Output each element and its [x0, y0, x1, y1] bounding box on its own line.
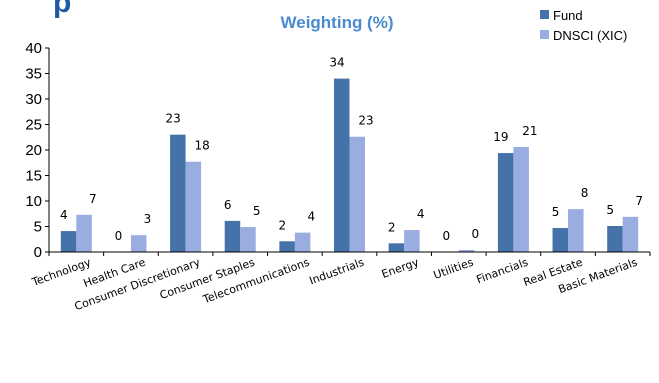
legend: Fund DNSCI (XIC) [540, 8, 627, 43]
data-label: 34 [329, 56, 344, 70]
bar-fund [279, 241, 295, 252]
data-label: 7 [635, 194, 643, 208]
bar-fund [170, 134, 186, 252]
bar-benchmark [349, 136, 365, 252]
bar-benchmark [622, 216, 639, 252]
y-tick-label: 25 [25, 117, 42, 134]
data-label: 8 [581, 186, 589, 200]
bar-fund [334, 78, 350, 252]
legend-swatch-fund [540, 10, 549, 19]
y-tick-label: 35 [25, 66, 42, 83]
bar-benchmark [568, 209, 584, 252]
bar-fund [388, 243, 405, 252]
data-label: 21 [522, 124, 537, 138]
data-label: 23 [358, 114, 373, 128]
bars [60, 78, 639, 252]
data-label: 4 [60, 208, 68, 222]
y-tick-label: 15 [25, 168, 42, 185]
page-heading-fragment: p [53, 0, 72, 19]
bar-benchmark [404, 230, 420, 252]
bar-fund [497, 153, 514, 252]
data-label: 0 [115, 229, 123, 243]
bar-benchmark [240, 227, 256, 252]
data-label: 7 [89, 192, 97, 206]
bar-benchmark [294, 232, 311, 252]
bar-benchmark [513, 146, 529, 252]
legend-swatch-benchmark [540, 30, 549, 39]
x-tick-label: Industrials [308, 256, 367, 288]
data-label: 0 [471, 227, 479, 241]
bar-benchmark [76, 214, 92, 252]
data-label: 6 [224, 198, 232, 212]
data-label: 5 [552, 205, 560, 219]
bar-benchmark [185, 161, 202, 252]
y-tick-label: 20 [25, 142, 42, 159]
y-tick-label: 40 [25, 40, 42, 57]
legend-label-fund: Fund [553, 8, 583, 23]
legend-label-benchmark: DNSCI (XIC) [553, 28, 627, 43]
bar-fund [60, 231, 77, 252]
data-label: 0 [442, 229, 450, 243]
y-tick-label: 0 [34, 244, 42, 261]
x-tick-label: Financials [475, 256, 530, 287]
x-tick-label: Utilities [432, 256, 476, 282]
chart-title: Weighting (%) [281, 13, 394, 32]
data-label: 5 [253, 204, 261, 218]
bar-benchmark [130, 235, 147, 252]
data-label: 23 [165, 112, 180, 126]
y-axis: 0 5 10 15 20 25 30 35 40 [25, 40, 50, 261]
bar-fund [224, 220, 241, 252]
data-label: 19 [493, 130, 508, 144]
bar-fund [552, 228, 569, 252]
y-tick-label: 30 [25, 91, 42, 108]
x-tick-label: Energy [380, 255, 421, 281]
data-label: 5 [606, 203, 614, 217]
bar-benchmark [458, 249, 475, 252]
y-tick-label: 5 [34, 219, 42, 236]
bar-fund [607, 225, 623, 252]
data-label: 4 [417, 207, 425, 221]
data-label: 4 [308, 210, 316, 224]
data-label: 18 [194, 139, 209, 153]
data-label: 2 [388, 220, 396, 234]
data-label: 2 [279, 218, 287, 232]
y-tick-label: 10 [25, 193, 42, 210]
data-label: 3 [144, 212, 152, 226]
